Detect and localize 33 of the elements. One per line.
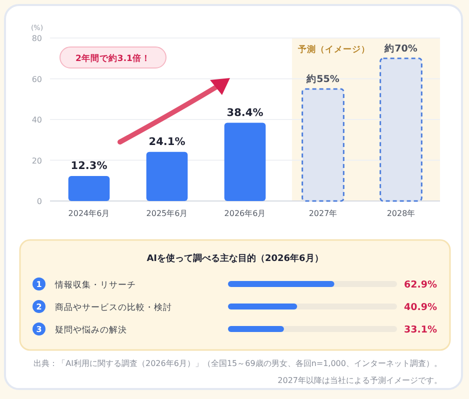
x-tick-label: 2028年 [386,209,416,218]
data-label: 12.3% [70,160,108,172]
x-tick-label: 2024年6月 [68,209,110,218]
data-label: 24.1% [148,136,186,148]
y-tick-label: 80 [32,34,42,43]
data-label: 33.1% [404,324,438,336]
y-tick-label: 60 [32,74,42,84]
y-tick-label: 商品やサービスの比較・検討 [55,302,172,313]
data-label: 62.9% [404,280,438,290]
bar [146,152,188,201]
x-tick-label: 2027年 [308,209,338,218]
y-tick-label: 0 [36,197,42,206]
source-note: 出典：「AI利用に関する調査（2026年6月）」（全国15～69歳の男女、各回n=1,000、インターネット調査）。2027年以降は当社による予測イメージです。 [32,358,442,387]
x-tick-label: 2025年6月 [146,209,188,218]
y-tick-label: 疑問や悩みの解決 [55,324,127,336]
x-tick-label: 2026年6月 [224,209,266,218]
bar [68,176,110,201]
y-tick-label: 情報収集・リサーチ [54,280,136,290]
bar [224,122,266,201]
y-tick-label: 20 [32,156,42,166]
text: 3 [36,325,42,334]
data-label: 38.4% [226,106,264,119]
text: 2 [36,302,42,312]
y-tick-label: 40 [32,116,42,124]
data-label: 40.9% [404,302,438,313]
data-label: 約55% [306,72,340,85]
bar [380,58,422,202]
band-label: 予測（イメージ） [297,44,370,55]
bar [302,88,344,202]
chart-title: AIを使って調べる主な目的（2026年6月） [146,253,324,264]
text: 1 [36,280,42,289]
data-label: 約70% [384,42,418,54]
annotation: 2年間で約3.1倍！ [76,53,150,64]
